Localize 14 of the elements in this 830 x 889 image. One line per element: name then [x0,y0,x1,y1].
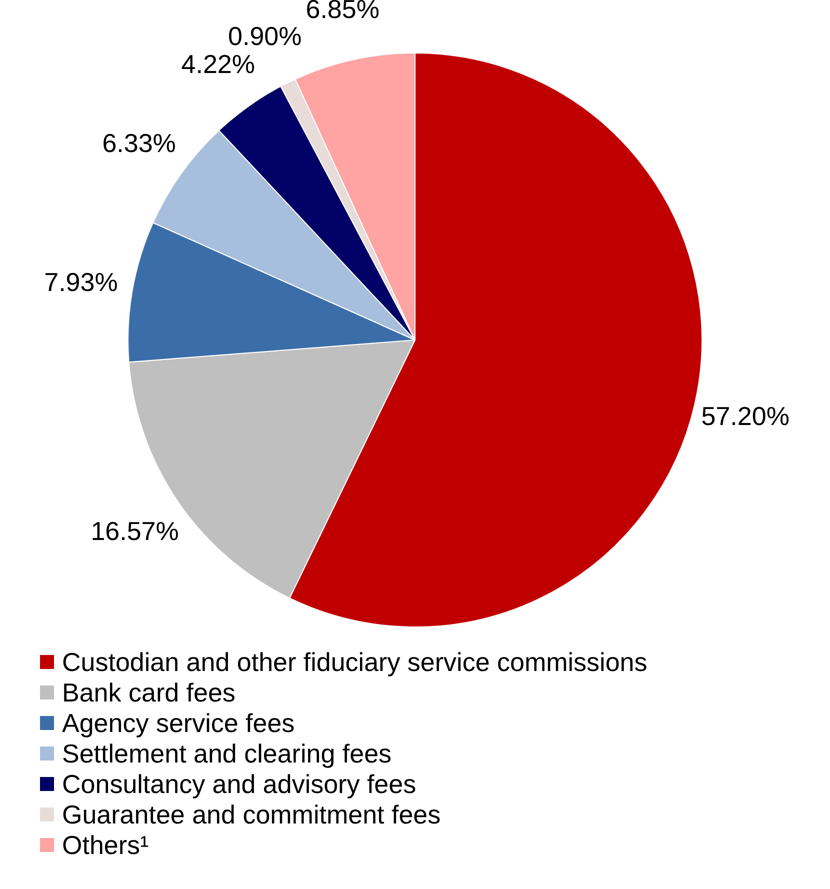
data-label: 0.90% [228,21,302,52]
legend-label: Consultancy and advisory fees [62,769,416,799]
data-label: 6.85% [306,0,380,24]
data-label: 4.22% [181,49,256,79]
legend-label: Guarantee and commitment fees [62,800,441,830]
data-label: 57.20% [701,401,790,432]
legend-label: Settlement and clearing fees [62,738,392,768]
legend-label: Custodian and other fiduciary service commissions [62,647,648,677]
data-label: 6.33% [102,128,176,158]
data-label: 16.57% [90,516,179,546]
legend-label: Bank card fees [62,678,236,708]
legend-label: Agency service fees [62,708,295,738]
legend-label: Others¹ [62,830,150,860]
data-label: 7.93% [44,267,118,298]
